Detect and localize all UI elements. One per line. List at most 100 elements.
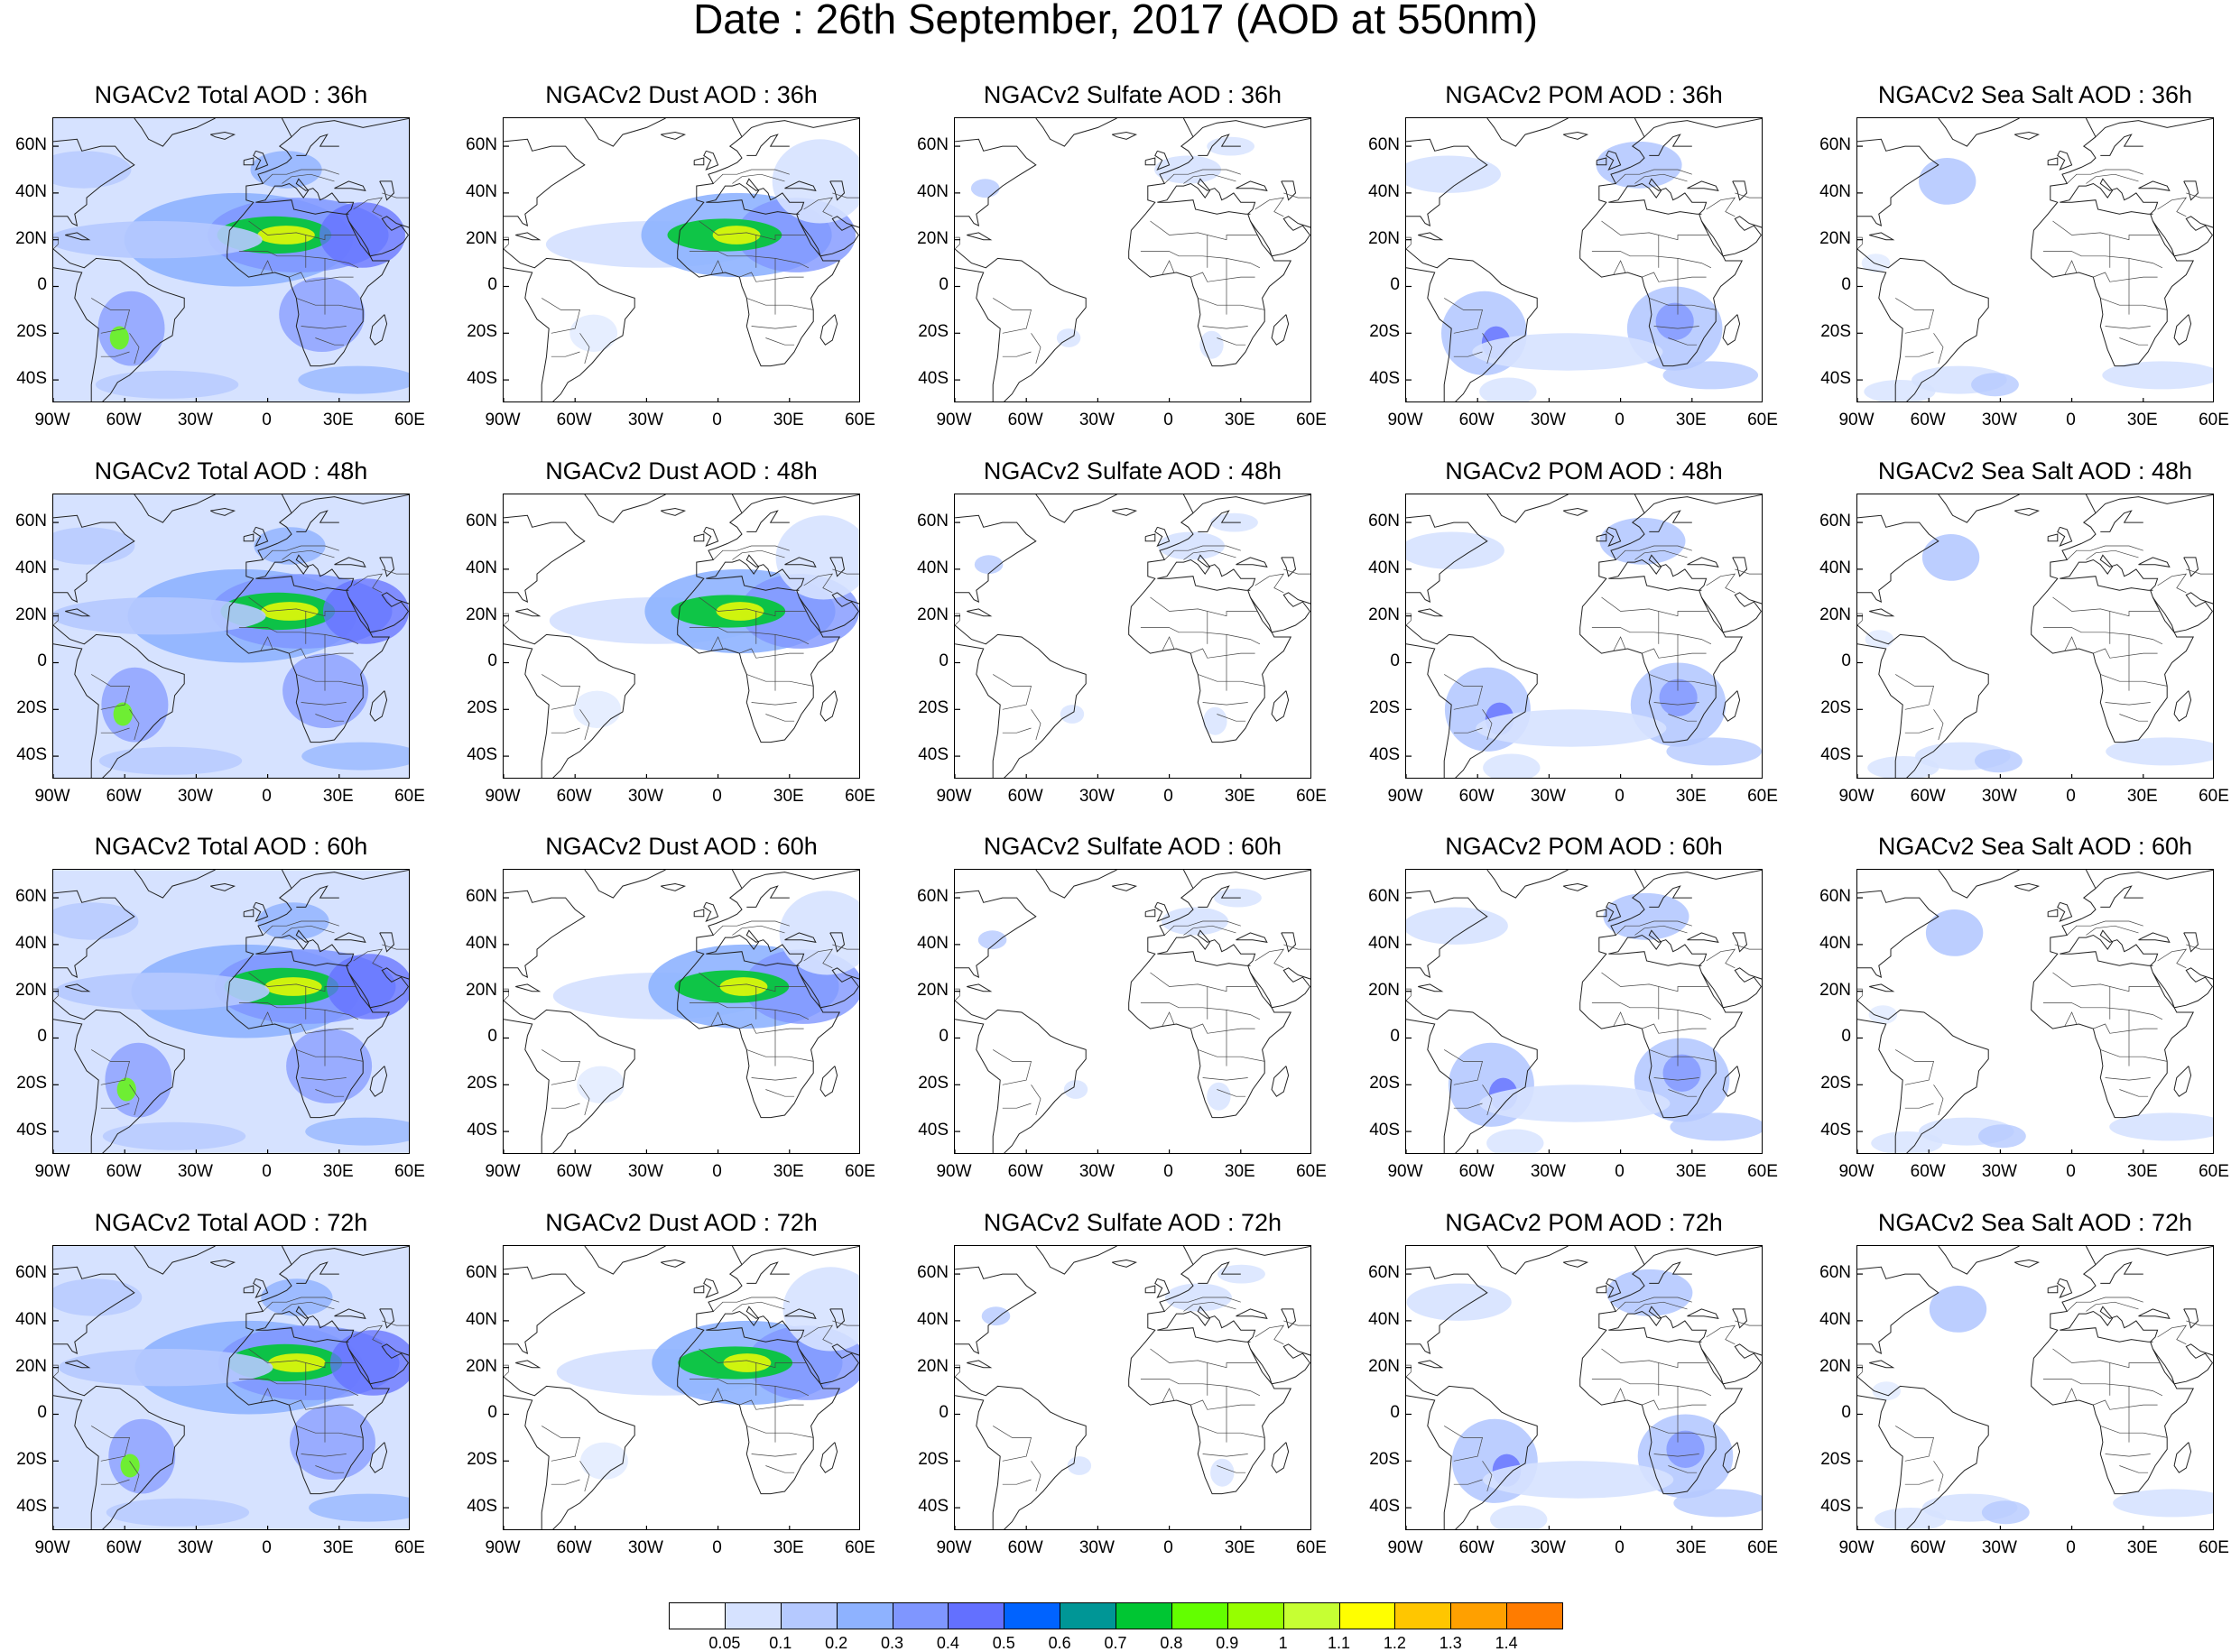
lat-tick-label: 60N	[15, 1263, 47, 1283]
lat-tick-label: 20S	[1820, 698, 1851, 718]
coastline	[2138, 180, 2171, 191]
coastline	[1596, 157, 1607, 166]
lon-tick-label: 0	[1163, 787, 1173, 806]
country-border	[1668, 1089, 1698, 1097]
aod-field-area	[113, 702, 133, 726]
coastline	[1418, 232, 1444, 241]
coastline	[1857, 1266, 1939, 1354]
lon-tick-label: 90W	[1838, 1162, 1875, 1181]
coastline	[504, 248, 635, 401]
aod-field-area	[1868, 1005, 1898, 1024]
panel-title: NGACv2 Total AOD : 60h	[94, 833, 368, 860]
aod-field-area	[970, 179, 1000, 198]
lon-tick-label: 60W	[556, 1162, 592, 1181]
lat-tick-label: 20S	[1369, 322, 1400, 342]
coastline	[2031, 870, 2195, 1119]
lat-tick-label: 40N	[1368, 1309, 1400, 1329]
coastline	[1157, 1327, 1251, 1343]
coastline	[2047, 157, 2059, 166]
map-background	[955, 494, 1310, 778]
coastline	[65, 608, 91, 617]
coastline	[2013, 1259, 2041, 1268]
country-border	[1217, 337, 1246, 346]
panel-title: NGACv2 Sulfate AOD : 72h	[983, 1209, 1282, 1236]
aod-field-area	[102, 1121, 246, 1150]
lon-tick-label: 30W	[1078, 787, 1115, 806]
coastline	[504, 643, 550, 778]
country-border	[2086, 549, 2139, 560]
coastline	[1192, 870, 1310, 890]
map-panel	[1405, 494, 1763, 779]
coastline	[1406, 1019, 1452, 1153]
panel-title: NGACv2 Sulfate AOD : 60h	[983, 833, 1282, 860]
lon-tick-label: 0	[712, 411, 722, 429]
lon-tick-label: 30E	[773, 411, 804, 429]
country-border	[1183, 925, 1236, 936]
country-border	[699, 1348, 807, 1369]
coastline	[741, 870, 859, 890]
lat-tick-label: 40N	[917, 1309, 949, 1329]
coastline	[1608, 1327, 1702, 1343]
lon-tick-label: 30E	[1224, 411, 1255, 429]
aod-field-area	[53, 1278, 143, 1316]
coastline	[1596, 1285, 1607, 1294]
country-border	[382, 568, 409, 575]
country-border	[1453, 351, 1483, 357]
coastline	[1606, 150, 1622, 171]
aod-field-area	[254, 527, 326, 565]
aod-field-area	[261, 602, 319, 621]
lat-tick-label: 20N	[917, 605, 949, 624]
panel-title: NGACv2 Sea Salt AOD : 60h	[1877, 833, 2193, 860]
lon-tick-label: 60W	[1007, 411, 1043, 429]
aod-field-area	[1978, 1124, 2026, 1149]
lon-tick-label: 90W	[936, 411, 972, 429]
aod-field-area	[101, 667, 169, 743]
country-border	[301, 702, 347, 706]
aod-field-area	[977, 930, 1007, 950]
lat-tick-label: 60N	[15, 135, 47, 155]
lon-tick-label: 0	[1163, 1162, 1173, 1181]
aod-field-area	[1490, 1505, 1548, 1529]
coastline	[53, 624, 185, 778]
coastline	[134, 118, 216, 147]
coastline	[53, 1266, 135, 1354]
country-border	[129, 1084, 140, 1116]
country-border	[382, 192, 409, 198]
coastline	[2100, 885, 2143, 908]
coastline	[2173, 1442, 2192, 1473]
aod-field-area	[1865, 630, 1894, 649]
country-border	[301, 1077, 347, 1081]
coastline	[1154, 901, 1171, 922]
lat-tick-label: 20S	[467, 1450, 497, 1470]
country-border	[2157, 573, 2188, 594]
coastline	[2183, 180, 2199, 201]
lat-tick-label: 40N	[917, 181, 949, 201]
country-border	[1183, 173, 1236, 184]
country-border	[955, 613, 960, 626]
colorbar-label: 1.1	[1327, 1634, 1351, 1652]
lon-tick-label: 60E	[1747, 1162, 1778, 1181]
lon-tick-label: 30W	[627, 1162, 663, 1181]
country-border	[1649, 674, 1717, 687]
aod-field-area	[723, 1353, 772, 1372]
aod-map	[955, 1246, 1310, 1529]
lon-tick-label: 0	[262, 1538, 272, 1557]
coastline	[706, 199, 800, 215]
lat-tick-label: 40N	[15, 933, 47, 953]
country-border	[1933, 1084, 1944, 1116]
country-border	[2064, 1011, 2078, 1027]
coastline	[2057, 901, 2073, 922]
country-border	[1198, 298, 1265, 310]
coastline	[746, 1261, 790, 1284]
coastline	[1157, 576, 1251, 591]
coastline	[1406, 1376, 1538, 1529]
coastline	[2138, 1308, 2171, 1319]
aod-field-area	[2102, 361, 2213, 390]
country-border	[1668, 337, 1698, 346]
lat-tick-label: 40N	[1819, 181, 1851, 201]
aod-field-area	[1154, 155, 1222, 184]
aod-field-area	[257, 226, 315, 245]
country-border	[1164, 545, 1241, 560]
coastline	[955, 1000, 1087, 1153]
coastline	[1406, 248, 1538, 401]
